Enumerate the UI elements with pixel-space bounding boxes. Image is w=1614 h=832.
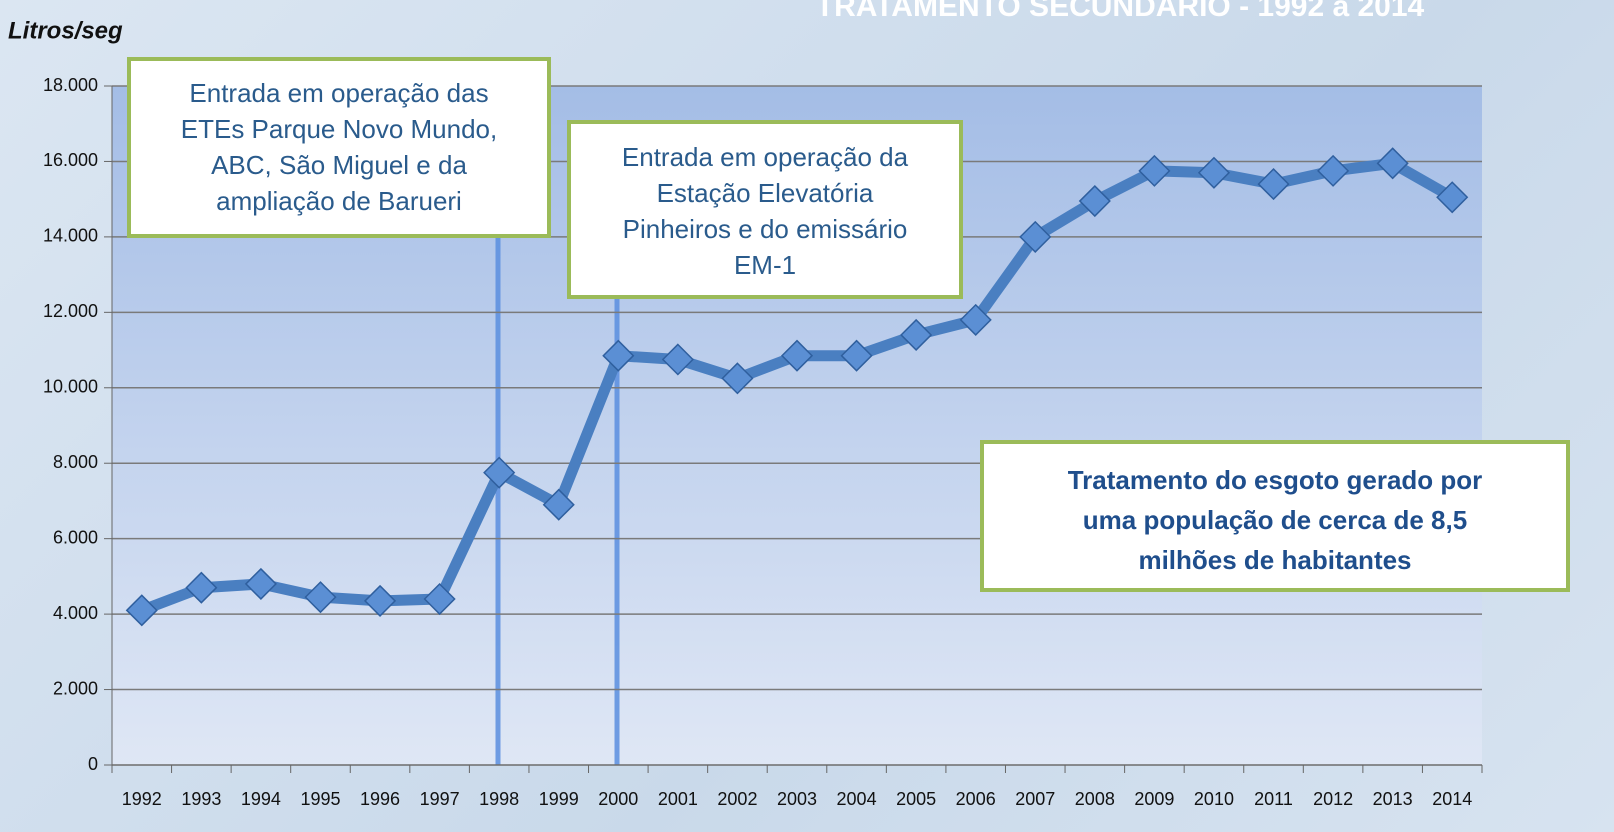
data-point — [483, 456, 516, 489]
y-tick-label: 10.000 — [43, 377, 98, 397]
x-tick-label: 2002 — [717, 789, 757, 809]
data-point — [602, 339, 635, 372]
chart-title: TRATAMENTO SECUNDÁRIO - 1992 a 2014 — [816, 0, 1425, 23]
data-point — [542, 488, 575, 521]
y-tick-label: 8.000 — [53, 452, 98, 472]
annotation-line: ETEs Parque Novo Mundo, — [180, 114, 498, 144]
x-tick-label: 2003 — [777, 789, 817, 809]
data-point — [185, 571, 218, 604]
data-point — [423, 582, 456, 616]
x-tick-label: 2005 — [896, 789, 936, 809]
y-tick-label: 4.000 — [53, 603, 98, 623]
data-point — [304, 581, 337, 614]
data-point — [780, 339, 814, 372]
x-tick-label: 2008 — [1075, 789, 1115, 809]
x-tick-label: 1992 — [122, 789, 162, 809]
x-tick-label: 1994 — [241, 789, 281, 809]
annotation-line: ampliação de Barueri — [216, 186, 462, 216]
data-point — [125, 594, 158, 627]
data-point — [1436, 181, 1469, 214]
x-tick-label: 2001 — [658, 789, 698, 809]
x-tick-label: 2011 — [1254, 789, 1293, 809]
data-point — [1078, 184, 1111, 218]
data-point — [840, 339, 873, 372]
y-tick-label: 14.000 — [43, 226, 98, 246]
data-point — [1197, 156, 1231, 189]
data-point — [900, 318, 933, 352]
x-tick-label: 2006 — [956, 789, 996, 809]
annotation-line: EM-1 — [733, 250, 797, 280]
data-point — [1317, 154, 1350, 187]
annotation-line: milhões de habitantes — [1138, 545, 1412, 575]
annotation: Entrada em operação da Estação Elevatória… — [567, 120, 963, 299]
y-tick-label: 2.000 — [53, 678, 98, 698]
x-tick-label: 2009 — [1134, 789, 1174, 809]
data-point — [1257, 168, 1290, 201]
data-point — [244, 567, 277, 600]
x-tick-label: 2013 — [1373, 789, 1413, 809]
x-tick-label: 1995 — [300, 789, 340, 809]
annotation-line: Entrada em operação das — [189, 78, 489, 108]
x-tick-label: 1993 — [181, 789, 221, 809]
data-point — [959, 303, 992, 336]
y-axis-label: Litros/seg — [8, 17, 123, 44]
data-point — [363, 584, 397, 617]
y-tick-label: 6.000 — [53, 527, 98, 547]
annotation: Tratamento do esgoto gerado por uma popul… — [980, 440, 1570, 592]
x-tick-label: 2012 — [1313, 789, 1353, 809]
x-tick-label: 2000 — [598, 789, 638, 809]
annotation-line: ABC, São Miguel e da — [211, 150, 467, 180]
annotation-line: uma população de cerca de 8,5 — [1082, 505, 1468, 535]
annotation-line: Estação Elevatória — [656, 178, 874, 208]
x-tick-label: 2014 — [1432, 789, 1472, 809]
data-point — [721, 362, 754, 395]
x-tick-label: 2010 — [1194, 789, 1234, 809]
x-tick-label: 2004 — [837, 789, 877, 809]
y-tick-label: 16.000 — [43, 150, 98, 170]
x-tick-label: 1996 — [360, 789, 400, 809]
y-tick-label: 0 — [88, 754, 98, 774]
annotation-line: Entrada em operação da — [621, 142, 909, 172]
x-tick-label: 1998 — [479, 789, 519, 809]
data-point — [1376, 147, 1409, 180]
y-tick-label: 12.000 — [43, 301, 98, 321]
data-point — [661, 343, 694, 376]
data-point — [1019, 220, 1052, 253]
x-tick-label: 2007 — [1015, 789, 1055, 809]
y-tick-label: 18.000 — [43, 75, 98, 95]
annotation-line: Pinheiros e do emissário — [622, 214, 908, 244]
data-point — [1138, 154, 1171, 187]
annotation: Entrada em operação das ETEs Parque Novo … — [127, 57, 551, 238]
x-tick-label: 1999 — [539, 789, 579, 809]
x-tick-label: 1997 — [420, 789, 460, 809]
annotation-line: Tratamento do esgoto gerado por — [1067, 465, 1483, 495]
